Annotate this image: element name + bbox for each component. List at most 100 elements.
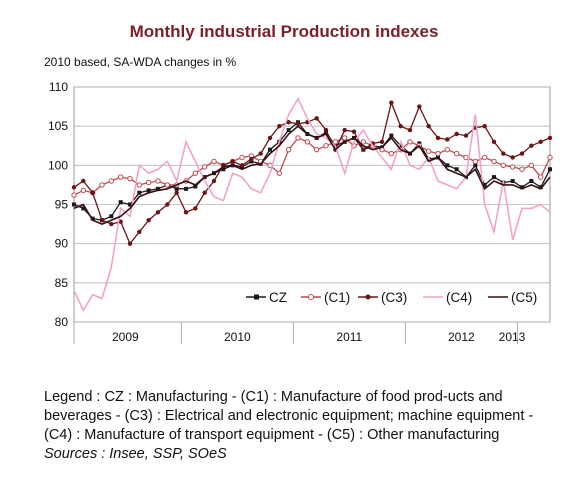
data-point [184,186,188,191]
data-point [482,123,487,129]
data-point [146,217,151,223]
data-point [193,206,198,211]
data-point [388,150,395,157]
legend-entry-4: (C4) [423,290,472,305]
legend-entry-1: CZ [246,290,287,305]
data-point [332,139,339,145]
data-point [239,154,245,161]
data-point [360,139,367,145]
data-point [211,158,217,165]
data-point [407,139,413,145]
data-point [529,179,534,183]
data-point [361,147,366,152]
x-tick-label-2009: 2009 [112,330,139,344]
y-tick-label-95: 95 [55,198,69,212]
y-tick-label-110: 110 [49,80,68,94]
data-point [323,127,329,133]
data-point [202,190,207,195]
legend-label-1: CZ [269,290,287,305]
data-point [548,167,552,172]
chart-area: 80 85 90 95 100 105 110 2009 2010 2011 2012 2013 CZ… [48,80,553,344]
data-point [501,151,506,156]
data-point [463,133,469,138]
data-point [389,133,394,138]
data-point [426,123,431,129]
y-tick-label-90: 90 [55,237,69,251]
legend-marker-3 [365,294,371,300]
legend-entry-5: (C5) [488,290,537,305]
grid [73,86,551,323]
data-point [454,167,459,172]
data-point [267,135,273,141]
data-point [277,123,282,129]
chart-subtitle: 2010 based, SA-WDA changes in % [44,55,237,69]
data-point [529,143,534,148]
data-point [341,135,348,141]
data-point [156,186,160,191]
data-point [201,164,208,170]
legend-marker-2 [308,294,314,300]
data-point [463,154,469,161]
data-point [192,170,199,176]
data-point [155,210,161,215]
data-point [118,219,123,224]
data-point [286,128,291,133]
data-point [425,148,432,154]
series-group [71,97,553,312]
series-5 [73,125,551,225]
data-point [285,146,292,153]
data-point [137,190,142,195]
data-point [80,187,87,194]
series-4 [73,97,551,312]
data-point [137,229,142,235]
data-point [500,162,507,169]
axes: 80 85 90 95 100 105 110 2009 2010 2011 2012 2013 [48,80,526,344]
data-point [118,200,123,205]
data-point [313,146,320,153]
series-3 [71,100,553,246]
data-point [491,158,497,165]
series-line-4 [73,97,551,312]
data-point [127,175,133,182]
data-point [155,178,161,184]
data-point [295,121,301,127]
data-point [128,202,132,207]
data-point [145,179,152,186]
sources-note: Sources : Insee, SSP, SOeS [44,446,227,462]
data-point [295,135,301,141]
data-point [109,214,114,219]
data-point [174,186,179,191]
data-point [509,164,516,170]
legend-entry-3: (C3) [358,290,407,305]
data-point [81,178,86,184]
data-point [473,163,478,168]
legend-label-3: (C3) [381,290,407,305]
data-point [453,150,460,157]
data-point [342,127,347,133]
data-point [71,185,77,190]
data-point [445,163,450,168]
chart-footnote: Legend : CZ : Manufacturing - (C1) : Man… [44,388,544,464]
data-point [249,156,254,162]
y-tick-label-85: 85 [55,276,69,290]
data-point [109,221,114,227]
legend-entry-2: (C1) [301,290,350,305]
data-point [146,188,151,193]
data-point [520,185,524,190]
x-tick-label-2010: 2010 [224,330,251,344]
data-point [193,184,198,189]
data-point [117,174,124,180]
data-point [183,210,189,215]
y-tick-label-80: 80 [55,315,69,329]
data-point [314,116,319,121]
chart-title: Monthly industrial Production indexes [129,22,439,41]
data-point [324,130,328,135]
data-point [72,202,76,207]
data-point [136,182,143,188]
data-point [99,182,105,188]
data-point [491,139,497,145]
series-line-2 [73,137,551,196]
x-tick-label-2013: 2013 [499,330,526,344]
series-line-5 [73,125,551,225]
legend-label-4: (C4) [446,290,472,305]
